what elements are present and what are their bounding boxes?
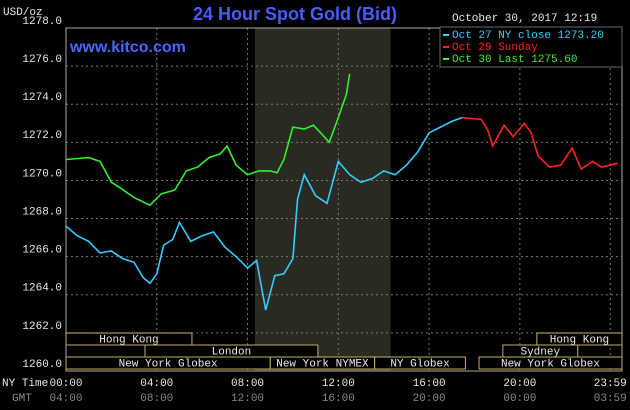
session-label: New York Globex — [119, 358, 218, 370]
x-row-label: NY Time — [2, 378, 48, 390]
shaded-region — [255, 28, 391, 371]
y-tick-label: 1274.0 — [22, 92, 62, 104]
legend-box — [439, 26, 623, 68]
y-tick-label: 1262.0 — [22, 321, 62, 333]
y-tick-label: 1276.0 — [22, 54, 62, 66]
legend-label: Oct 27 NY close 1273.20 — [452, 30, 604, 42]
y-axis-label: USD/oz — [3, 7, 43, 19]
source-label: www.kitco.com — [69, 39, 186, 56]
session-bar — [65, 332, 193, 346]
y-tick-label: 1264.0 — [22, 283, 62, 295]
price-line — [65, 116, 463, 311]
x-tick-label: 04:00 — [140, 378, 173, 390]
chart-title: 24 Hour Spot Gold (Bid) — [193, 4, 397, 24]
session-bar — [478, 356, 623, 370]
y-tick-label: 1270.0 — [22, 168, 62, 180]
session-label: London — [212, 346, 252, 358]
session-label: Hong Kong — [99, 334, 158, 346]
y-tick-label: 1278.0 — [22, 16, 62, 28]
x2-tick-label: 00:00 — [503, 393, 536, 405]
x2-tick-label: 03:59 — [594, 393, 627, 405]
x-tick-label: 12:00 — [322, 378, 355, 390]
x2-tick-label: 04:00 — [49, 393, 82, 405]
session-label: Sydney — [520, 346, 560, 358]
session-bar — [536, 332, 623, 346]
legend-label: Oct 29 Sunday — [452, 42, 538, 54]
y-tick-label: 1268.0 — [22, 206, 62, 218]
price-line — [461, 116, 618, 171]
x-tick-label: 16:00 — [413, 378, 446, 390]
y-tick-label: 1260.0 — [22, 359, 62, 371]
y-tick-label: 1272.0 — [22, 130, 62, 142]
x-tick-label: 00:00 — [49, 378, 82, 390]
x2-tick-label: 12:00 — [231, 393, 264, 405]
date-label: October 30, 2017 12:19 — [452, 13, 597, 25]
session-label: NY Globex — [390, 358, 450, 370]
session-label: Hong Kong — [550, 334, 609, 346]
plot-frame — [65, 27, 623, 372]
session-label: New York NYMEX — [276, 358, 369, 370]
session-bar — [374, 356, 466, 370]
price-line — [65, 73, 351, 207]
session-label: New York Globex — [501, 358, 600, 370]
x2-tick-label: 08:00 — [140, 393, 173, 405]
x2-tick-label: 20:00 — [413, 393, 446, 405]
y-tick-label: 1266.0 — [22, 245, 62, 257]
x-tick-label: 08:00 — [231, 378, 264, 390]
x2-tick-label: 16:00 — [322, 393, 355, 405]
x2-row-label: GMT — [12, 393, 32, 405]
x-tick-label: 23:59 — [594, 378, 627, 390]
x-tick-label: 20:00 — [503, 378, 536, 390]
legend-label: Oct 30 Last 1275.60 — [452, 54, 577, 66]
